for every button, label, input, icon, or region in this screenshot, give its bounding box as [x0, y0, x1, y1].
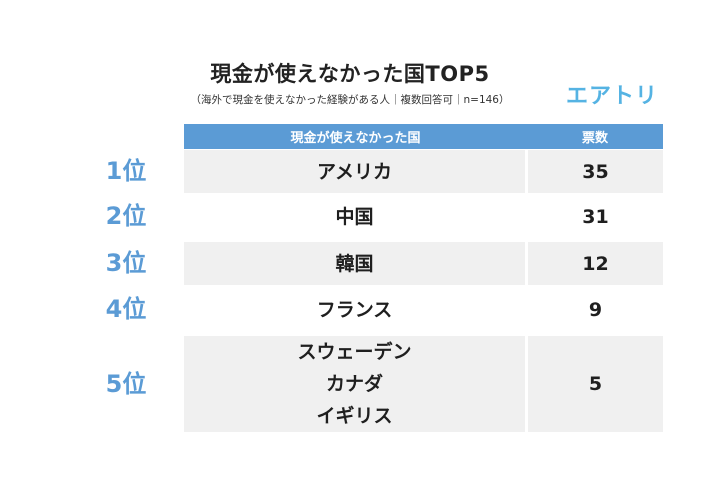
chart-subtitle: （海外で現金を使えなかった経験がある人｜複数回答可｜n=146）	[190, 94, 510, 106]
votes-cell: 5	[528, 336, 663, 432]
table-row: 韓国 12	[184, 242, 663, 285]
country-name: スウェーデン	[297, 341, 412, 363]
country-cell: フランス	[184, 288, 525, 331]
column-header-country: 現金が使えなかった国	[290, 131, 421, 146]
brand-logo: エアトリ	[566, 84, 659, 109]
column-header-votes: 票数	[581, 131, 608, 146]
rank-label: 4位	[105, 295, 147, 323]
country-name: アメリカ	[316, 160, 393, 183]
rank-label: 2位	[105, 202, 147, 230]
votes-cell: 35	[528, 150, 663, 193]
country-cell: 韓国	[184, 242, 525, 285]
country-name: 韓国	[335, 252, 374, 275]
country-name: イギリス	[316, 405, 393, 427]
country-name: フランス	[316, 298, 393, 321]
country-name: カナダ	[325, 373, 383, 395]
rank-label: 3位	[105, 249, 147, 277]
table-header: 現金が使えなかった国 票数	[184, 124, 663, 149]
votes-cell: 9	[588, 298, 603, 321]
table-row: アメリカ 35	[184, 150, 663, 193]
table-row: スウェーデン カナダ イギリス 5	[184, 336, 663, 432]
rank-label: 1位	[105, 157, 147, 185]
chart-title: 現金が使えなかった国TOP5	[210, 62, 490, 86]
country-name: 中国	[335, 205, 374, 228]
table-row: 中国 31	[184, 195, 663, 238]
rank-label: 5位	[105, 370, 147, 398]
votes-cell: 31	[582, 205, 609, 228]
country-cell: 中国	[184, 195, 525, 238]
country-cell: スウェーデン カナダイギリス	[184, 336, 525, 432]
votes-cell: 12	[528, 242, 663, 285]
table-row: フランス 9	[184, 288, 663, 331]
country-cell: アメリカ	[184, 150, 525, 193]
